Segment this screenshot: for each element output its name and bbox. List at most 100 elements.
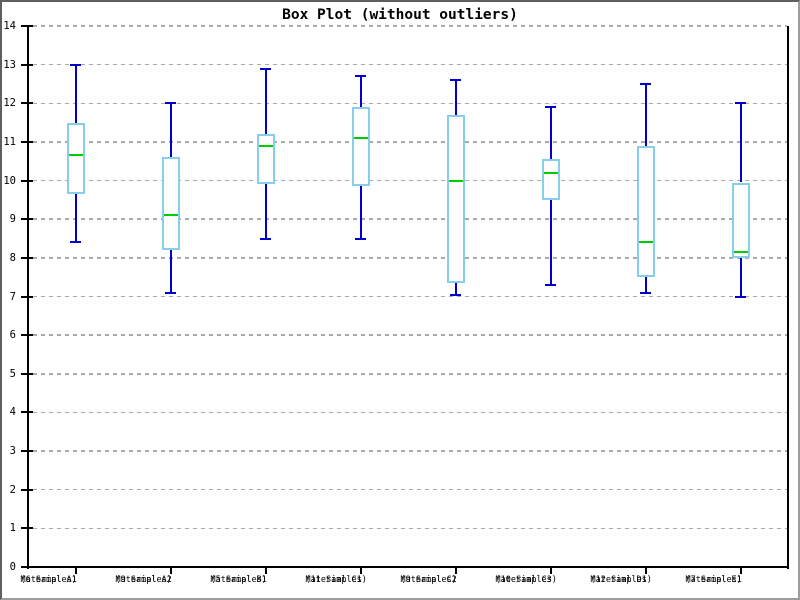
whisker-cap-high (734, 102, 746, 105)
sample-count-label: (9 Samples) (400, 575, 457, 585)
y-axis-tick-label: 6 (9, 329, 16, 342)
sample-count-label: (10 Samples) (495, 575, 557, 585)
median-line (68, 154, 83, 157)
grid-line (33, 488, 787, 491)
box-whisker-lower (644, 277, 647, 293)
box-whisker-lower (359, 186, 362, 239)
box-whisker-lower (74, 194, 77, 243)
x-axis-tick (359, 568, 362, 574)
y-axis-tick (21, 411, 33, 414)
sample-count-label: (7 Samples) (685, 575, 742, 585)
x-axis-tick (74, 568, 77, 574)
grid-line (33, 334, 787, 336)
grid-line (33, 257, 787, 259)
sample-count-label: (12 Samples) (590, 575, 652, 585)
sample-count-label: (6 Samples) (20, 575, 77, 585)
grid-line (33, 63, 787, 66)
y-axis-tick (21, 566, 33, 568)
category-name: Material D1 (590, 575, 647, 585)
y-axis-tick-label: 12 (3, 97, 16, 110)
whisker-cap-low (259, 237, 271, 240)
box-rect (636, 145, 655, 278)
grid-line (33, 102, 787, 105)
sample-count-label: (5 Samples) (210, 575, 267, 585)
grid-line (33, 450, 787, 452)
y-axis-tick (21, 488, 33, 491)
whisker-cap-low (639, 291, 651, 294)
sample-count-label: (9 Samples) (115, 575, 172, 585)
x-axis-line (27, 566, 789, 568)
box-rect (446, 114, 465, 283)
y-axis-tick (21, 334, 33, 337)
y-axis-tick-label: 8 (9, 251, 16, 264)
y-axis-tick-label: 13 (3, 58, 16, 71)
median-line (448, 179, 463, 182)
whisker-cap-high (639, 82, 651, 85)
sample-count-label: (11 Samples) (305, 575, 367, 585)
whisker-cap-high (259, 67, 271, 70)
y-axis-tick (21, 63, 33, 66)
grid-line (33, 141, 787, 143)
y-axis-tick-label: 3 (9, 445, 16, 458)
y-axis-tick-label: 5 (9, 367, 16, 380)
y-axis-tick-label: 9 (9, 213, 16, 226)
y-axis-tick-label: 4 (9, 406, 16, 419)
whisker-cap-low (354, 237, 366, 240)
category-name: Material C1 (305, 575, 362, 585)
grid-line (33, 411, 787, 414)
box-whisker-lower (549, 199, 552, 285)
whisker-cap-high (69, 63, 81, 66)
median-line (163, 214, 178, 217)
median-line (733, 251, 748, 254)
box-whisker-upper (644, 83, 647, 146)
y-axis-tick (21, 450, 33, 453)
box-whisker-upper (169, 103, 172, 158)
box-whisker-upper (264, 68, 267, 135)
y-axis-line (27, 26, 29, 569)
y-axis-tick (21, 140, 33, 143)
box-rect (66, 122, 85, 195)
y-axis-tick (21, 295, 33, 298)
grid-line (33, 25, 787, 27)
grid-line (33, 373, 787, 375)
box-whisker-upper (74, 64, 77, 123)
median-line (258, 144, 273, 147)
box-whisker-upper (549, 107, 552, 160)
box-rect (351, 107, 370, 187)
whisker-cap-low (449, 293, 461, 296)
x-axis-tick (739, 568, 742, 574)
y-axis-tick (21, 372, 33, 375)
x-axis-tick (549, 568, 552, 574)
box-whisker-lower (264, 184, 267, 239)
grid-line (33, 179, 787, 182)
category-name: Material A2 (115, 575, 172, 585)
box-rect (161, 157, 180, 251)
box-whisker-lower (739, 257, 742, 297)
whisker-cap-high (544, 106, 556, 109)
box-rect (541, 159, 560, 200)
y-axis-tick (21, 102, 33, 105)
y-axis-tick (21, 179, 33, 182)
y-axis-tick-label: 0 (9, 561, 16, 573)
x-axis-tick (264, 568, 267, 574)
whisker-cap-low (544, 283, 556, 286)
chart-title: Box Plot (without outliers) (282, 7, 518, 23)
whisker-cap-low (164, 291, 176, 294)
x-axis-tick (169, 568, 172, 574)
box-rect (731, 182, 750, 258)
median-line (638, 241, 653, 244)
median-line (353, 137, 368, 140)
y-axis-tick-label: 1 (9, 522, 16, 535)
box-whisker-upper (454, 80, 457, 115)
whisker-cap-high (449, 79, 461, 82)
y-axis-tick-label: 10 (3, 174, 16, 187)
box-rect (256, 134, 275, 185)
whisker-cap-high (354, 75, 366, 78)
box-whisker-upper (359, 76, 362, 108)
box-whisker-lower (169, 250, 172, 293)
category-name: Material A1 (20, 575, 77, 585)
category-name: Material B1 (210, 575, 267, 585)
category-name: Material E1 (685, 575, 742, 585)
y-axis-tick-label: 2 (9, 483, 16, 496)
